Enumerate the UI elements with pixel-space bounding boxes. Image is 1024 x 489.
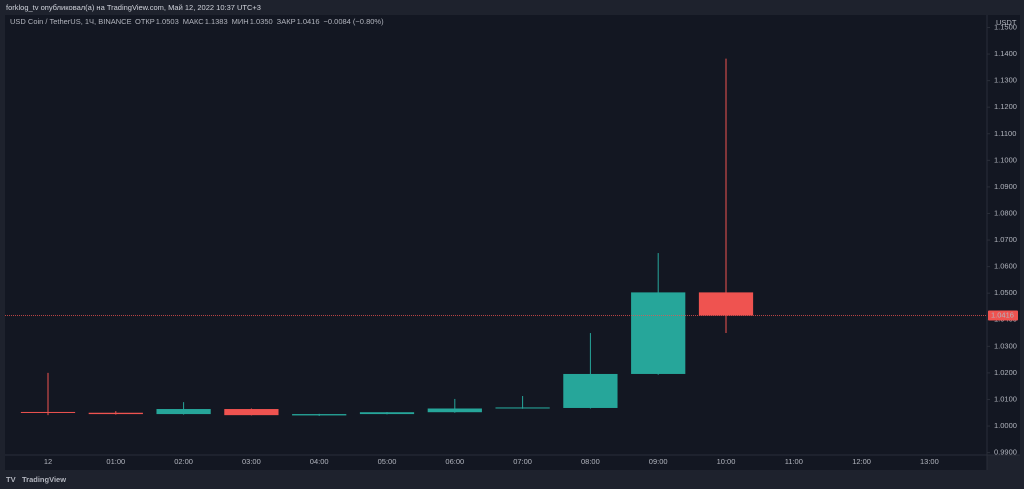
footer-logo: TradingView [22,475,66,484]
candle-body [20,411,76,413]
y-tick-label: 1.1300 [994,76,1017,85]
legend-value: 1.0416 [297,17,320,26]
candle-body [292,414,347,416]
y-tick-label: 1.1400 [994,49,1017,58]
x-tick-label: 04:00 [310,457,329,466]
price-axis [987,15,1020,455]
candle-body [698,292,754,316]
x-tick-label: 10:00 [717,457,736,466]
x-tick-label: 07:00 [513,457,532,466]
x-tick-label: 08:00 [581,457,600,466]
x-tick-label: 03:00 [242,457,261,466]
candle-body [156,409,211,415]
candle-body [359,412,415,415]
candle-body [563,373,618,408]
last-price-tag [988,310,1018,321]
x-tick-label: 09:00 [649,457,668,466]
candle-body [88,412,143,415]
candle-body [427,408,482,413]
x-tick-label: 06:00 [445,457,464,466]
y-tick-label: 1.1100 [994,129,1016,138]
y-tick-label: 1.0700 [994,235,1017,244]
x-tick-label: 11:00 [785,457,803,466]
legend-value: 1.0503 [156,17,179,26]
logo-icon: TV [6,475,16,484]
currency: USDT [996,18,1017,27]
legend-label: ЗАКР [277,17,296,26]
x-tick-label: 02:00 [174,457,193,466]
header: forklog_tv опубликовал(а) на TradingView… [6,3,261,12]
y-tick-label: 1.0200 [994,368,1017,377]
y-tick-label: 1.0900 [994,182,1017,191]
y-tick-label: 1.1000 [994,155,1017,164]
candle-body [631,292,686,374]
candle-body [224,409,279,416]
x-tick-label: 05:00 [378,457,397,466]
legend-label: МАКС [183,17,205,26]
last-price-label: 1.0416 [991,310,1014,319]
legend-value: 1.1383 [205,17,228,26]
y-tick-label: 1.0300 [994,341,1017,350]
legend-change: −0.0084 (−0.80%) [324,17,385,26]
symbol: USD Coin / TetherUS, 1Ч, BINANCE [10,17,132,26]
x-tick-label: 12:00 [852,457,871,466]
y-tick-label: 1.0600 [994,262,1017,271]
y-tick-label: 0.9900 [994,448,1017,457]
candle-body [495,407,550,409]
y-tick-label: 1.0000 [994,421,1017,430]
x-tick-label: 01:00 [106,457,125,466]
plot-area [5,15,987,455]
time-axis [5,455,987,470]
y-tick-label: 1.1200 [994,102,1017,111]
legend-value: 1.0350 [250,17,273,26]
legend-label: ОТКР [135,17,155,26]
y-tick-label: 1.1500 [994,22,1017,31]
y-tick-label: 1.0800 [994,208,1017,217]
legend-label: МИН [232,17,249,26]
y-tick-label: 1.0500 [994,288,1017,297]
x-tick-label: 12 [44,457,52,466]
x-tick-label: 13:00 [920,457,939,466]
y-tick-label: 1.0100 [994,394,1017,403]
